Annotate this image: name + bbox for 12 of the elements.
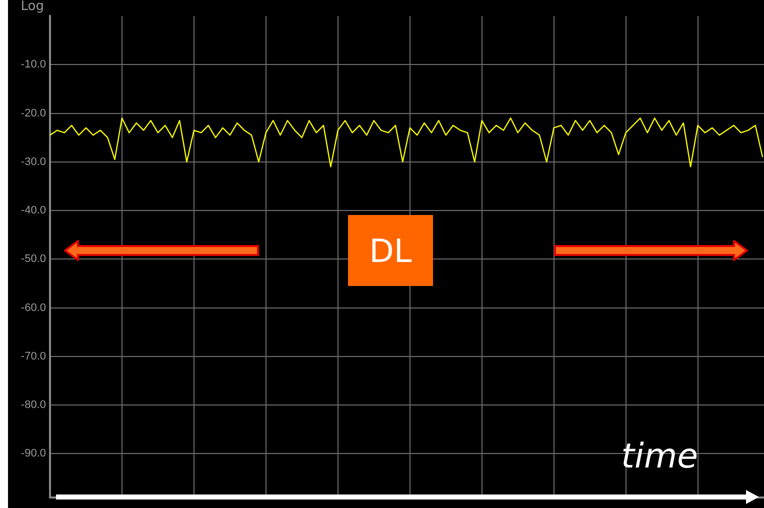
- y-tick-label: -80.0: [20, 399, 46, 412]
- y-tick-label: -20.0: [20, 107, 46, 120]
- y-tick-label: -50.0: [20, 253, 46, 266]
- y-tick-label: -60.0: [20, 302, 46, 314]
- y-tick-label: -90.0: [20, 448, 46, 460]
- y-tick-label: -30.0: [20, 156, 46, 168]
- y-tick-label: -70.0: [20, 350, 46, 362]
- x-axis-title: time: [621, 436, 698, 476]
- y-axis-title: Log: [20, 0, 44, 14]
- y-tick-label: -40.0: [20, 204, 46, 217]
- annotation: DL: [348, 215, 433, 286]
- y-tick-label: -10.0: [20, 58, 46, 71]
